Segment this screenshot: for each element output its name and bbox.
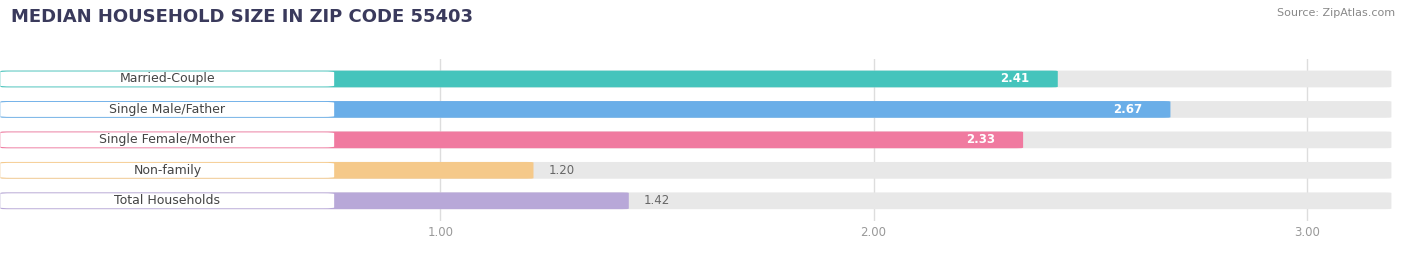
Text: Total Households: Total Households	[114, 194, 221, 207]
Text: MEDIAN HOUSEHOLD SIZE IN ZIP CODE 55403: MEDIAN HOUSEHOLD SIZE IN ZIP CODE 55403	[11, 8, 474, 26]
Text: Single Male/Father: Single Male/Father	[110, 103, 225, 116]
Text: 2.33: 2.33	[966, 133, 995, 146]
Text: 1.42: 1.42	[644, 194, 671, 207]
FancyBboxPatch shape	[0, 72, 335, 86]
FancyBboxPatch shape	[0, 70, 1392, 87]
Text: Married-Couple: Married-Couple	[120, 72, 215, 86]
Text: 2.67: 2.67	[1114, 103, 1142, 116]
Text: Single Female/Mother: Single Female/Mother	[100, 133, 235, 146]
FancyBboxPatch shape	[0, 132, 335, 147]
Text: 2.41: 2.41	[1001, 72, 1029, 86]
FancyBboxPatch shape	[0, 132, 1392, 148]
Text: Source: ZipAtlas.com: Source: ZipAtlas.com	[1277, 8, 1395, 18]
FancyBboxPatch shape	[0, 101, 1392, 118]
FancyBboxPatch shape	[0, 102, 335, 117]
FancyBboxPatch shape	[0, 101, 1170, 118]
FancyBboxPatch shape	[0, 163, 335, 178]
Text: 1.20: 1.20	[548, 164, 575, 177]
FancyBboxPatch shape	[0, 192, 628, 209]
FancyBboxPatch shape	[0, 70, 1057, 87]
FancyBboxPatch shape	[0, 162, 1392, 179]
FancyBboxPatch shape	[0, 132, 1024, 148]
FancyBboxPatch shape	[0, 193, 335, 208]
FancyBboxPatch shape	[0, 162, 533, 179]
Text: Non-family: Non-family	[134, 164, 201, 177]
FancyBboxPatch shape	[0, 192, 1392, 209]
